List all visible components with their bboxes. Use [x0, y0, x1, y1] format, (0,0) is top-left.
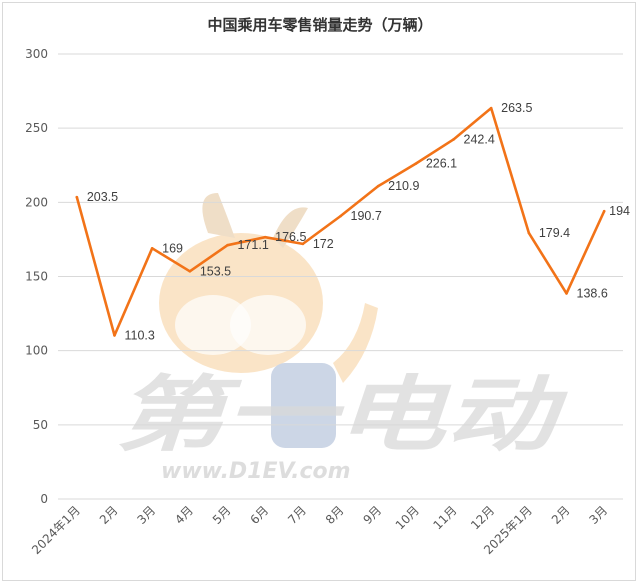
data-label: 138.6	[577, 286, 608, 300]
data-label: 226.1	[426, 157, 457, 171]
y-tick-label: 100	[25, 344, 48, 358]
data-point	[376, 184, 380, 188]
x-tick-label: 2024年1月	[29, 503, 83, 557]
data-label: 172	[313, 237, 334, 251]
series-group	[75, 106, 606, 337]
x-tick-label: 3月	[135, 503, 159, 527]
x-tick-label: 6月	[248, 503, 272, 527]
data-point	[339, 214, 342, 218]
x-tick-label: 12月	[468, 503, 497, 532]
data-point	[113, 334, 116, 337]
x-tick-label: 7月	[285, 503, 309, 527]
x-tick-label: 3月	[587, 503, 611, 527]
series-line	[75, 106, 606, 337]
y-tick-label: 0	[40, 492, 48, 506]
y-tick-label: 250	[25, 121, 48, 135]
data-point	[489, 106, 493, 110]
y-tick-label: 300	[25, 47, 48, 61]
line-chart: 第一电动 www.D1EV.com 中国乘用车零售销量走势（万辆） 0 50 100…	[25, 16, 630, 557]
watermark-url: www.D1EV.com	[161, 459, 351, 484]
data-point	[301, 242, 305, 246]
data-label: 169	[162, 241, 183, 255]
data-point	[452, 138, 455, 141]
data-label: 110.3	[125, 328, 155, 342]
data-point	[150, 247, 154, 250]
data-point	[188, 270, 192, 273]
data-label: 190.7	[351, 209, 382, 223]
y-tick-label: 50	[33, 418, 48, 432]
x-tick-label: 8月	[323, 503, 347, 527]
chart-title: 中国乘用车零售销量走势（万辆）	[207, 16, 432, 34]
data-point	[226, 243, 229, 247]
y-axis-ticks: 0 50 100 150 200 250 300	[25, 47, 48, 506]
watermark: 第一电动 www.D1EV.com	[115, 193, 568, 484]
y-tick-label: 150	[25, 270, 48, 284]
x-tick-label: 2月	[97, 503, 121, 527]
watermark-mascot	[159, 193, 378, 448]
x-tick-label: 5月	[210, 503, 234, 527]
data-label: 194	[609, 204, 630, 218]
data-label: 210.9	[388, 179, 419, 193]
x-tick-label: 4月	[172, 503, 196, 527]
data-label: 203.5	[87, 190, 118, 204]
x-tick-label: 10月	[393, 503, 422, 532]
data-point	[527, 231, 531, 235]
data-point	[75, 195, 79, 199]
x-tick-label: 2月	[549, 503, 573, 527]
watermark-brand: 第一电动	[115, 368, 568, 463]
data-point	[414, 162, 418, 165]
data-label: 153.5	[200, 264, 231, 278]
y-tick-label: 200	[25, 195, 48, 209]
data-label: 179.4	[539, 226, 570, 240]
data-label: 176.5	[275, 230, 306, 244]
data-point	[602, 209, 606, 213]
gridlines	[58, 53, 623, 500]
data-label: 171.1	[238, 238, 269, 252]
data-label: 263.5	[501, 101, 532, 115]
x-tick-label: 9月	[361, 503, 385, 527]
x-tick-label: 11月	[430, 503, 459, 532]
data-label: 242.4	[464, 132, 495, 146]
data-point	[565, 292, 568, 295]
data-labels: 203.5 110.3 169 153.5 171.1 176.5 172 190.7 210.…	[87, 101, 630, 342]
data-point	[263, 235, 267, 239]
